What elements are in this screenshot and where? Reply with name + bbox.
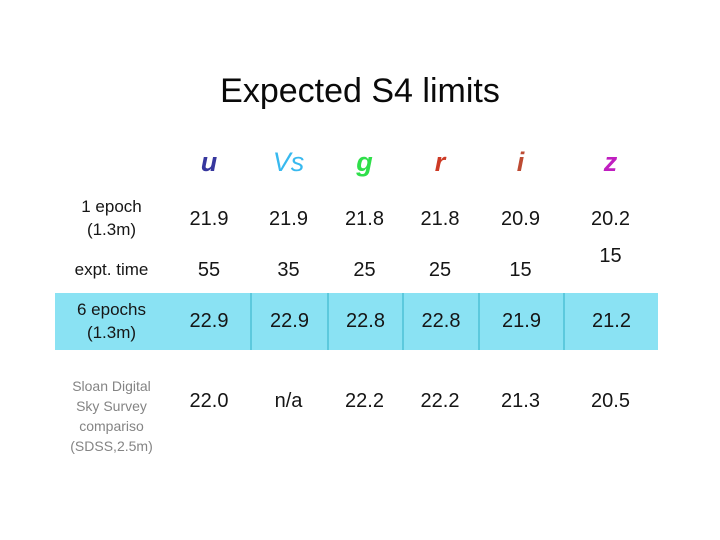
row-label-sloan: Sloan Digital Sky Survey compariso (SDSS…	[55, 370, 168, 465]
cell-sloan-i: 21.3	[501, 390, 540, 412]
cell-expt-z: 15	[599, 245, 622, 267]
row-label-line: compariso	[79, 417, 144, 434]
cell-sloan-vs: n/a	[274, 390, 303, 412]
column-header-g: g	[356, 146, 373, 177]
row-spacer	[55, 350, 658, 370]
row-label-line: Sloan Digital	[72, 378, 151, 394]
slide-title: Expected S4 limits	[220, 72, 500, 110]
column-header-r: r	[434, 146, 446, 177]
cell-1epoch-z: 20.2	[591, 207, 630, 230]
cell-expt-u: 55	[197, 259, 221, 281]
cell-6epochs-i: 21.9	[478, 293, 563, 350]
cell-6epochs-u: 22.9	[168, 293, 250, 350]
row-label-line: Sky Survey	[76, 397, 147, 414]
cell-expt-i: 15	[509, 259, 532, 281]
row-label-line: 1 epoch	[81, 197, 142, 217]
row-label-line: (1.3m)	[86, 220, 137, 239]
column-header-z: z	[603, 146, 618, 177]
cell-6epochs-g: 22.8	[327, 293, 402, 350]
cell-6epochs-z: 21.2	[563, 293, 658, 350]
cell-6epochs-vs: 22.9	[250, 293, 327, 350]
row-label-line: (SDSS,2.5m)	[70, 437, 153, 454]
row-label-1-epoch: 1 epoch (1.3m)	[55, 190, 168, 248]
cell-6epochs-r: 22.8	[402, 293, 478, 350]
cell-sloan-r: 22.2	[420, 390, 460, 412]
cell-expt-r: 25	[428, 259, 452, 281]
cell-1epoch-r: 21.8	[420, 207, 460, 230]
cell-expt-vs: 35	[277, 259, 300, 281]
row-label-6-epochs: 6 epochs (1.3m)	[55, 293, 168, 350]
cell-sloan-u: 22.0	[189, 390, 229, 412]
cell-1epoch-u: 21.9	[189, 207, 229, 230]
row-label-line: (1.3m)	[86, 322, 137, 342]
cell-sloan-z: 20.5	[591, 390, 630, 412]
cell-expt-g: 25	[353, 259, 376, 281]
column-header-vs: Vs	[272, 146, 305, 177]
row-label-expt-time: expt. time	[74, 260, 149, 280]
cell-sloan-g: 22.2	[345, 390, 384, 412]
limits-table: u Vs g r i z 1 epoch (1.3m) 21.9 21.9 21…	[55, 140, 658, 465]
column-header-i: i	[516, 146, 525, 177]
cell-1epoch-i: 20.9	[501, 207, 540, 230]
row-label-line: 6 epochs	[77, 299, 146, 319]
cell-1epoch-g: 21.8	[345, 207, 384, 230]
cell-1epoch-vs: 21.9	[269, 207, 308, 230]
header-empty-corner	[55, 140, 168, 190]
column-header-u: u	[200, 146, 218, 177]
